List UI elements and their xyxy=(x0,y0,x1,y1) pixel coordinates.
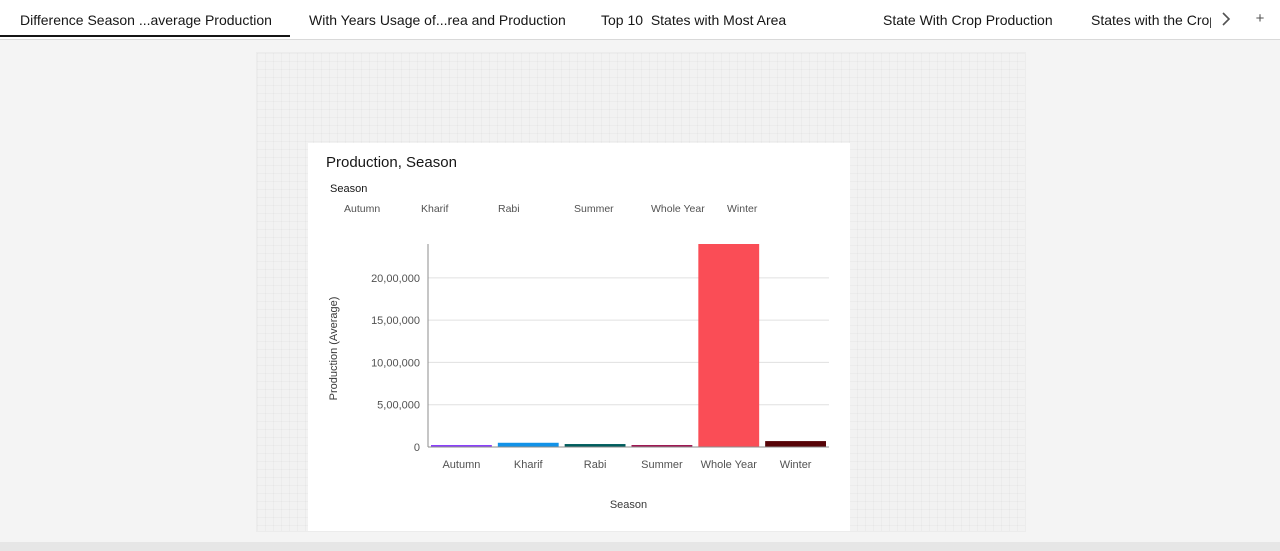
y-tick-label: 5,00,000 xyxy=(377,400,420,412)
tab-difference-season[interactable]: Difference Season ...average Production xyxy=(0,0,290,39)
bottom-bar xyxy=(0,542,1280,551)
x-tick-label: Rabi xyxy=(584,459,607,471)
legend-item-rabi[interactable]: Rabi xyxy=(498,203,520,215)
x-tick-label: Kharif xyxy=(514,459,544,471)
y-tick-label: 15,00,000 xyxy=(371,315,420,327)
bar[interactable] xyxy=(497,442,559,447)
chevron-right-icon xyxy=(1222,12,1231,26)
legend-item-kharif[interactable]: Kharif xyxy=(421,203,449,215)
tab-states-with-crop[interactable]: States with the Crop xyxy=(1091,12,1211,28)
y-tick-label: 10,00,000 xyxy=(371,357,420,369)
bar-chart: 0 5,00,000 10,00,000 15,00,000 20,00,000 Autu… xyxy=(328,244,829,511)
legend-item-summer[interactable]: Summer xyxy=(574,203,614,215)
tab-years-usage[interactable]: With Years Usage of...rea and Production xyxy=(309,12,566,28)
legend-title: Season xyxy=(330,183,368,195)
plus-icon: + xyxy=(1255,10,1265,27)
legend-item-whole-year[interactable]: Whole Year xyxy=(651,203,705,215)
bar[interactable] xyxy=(698,244,760,447)
widget-title: Production, Season xyxy=(326,154,457,171)
bar[interactable] xyxy=(431,445,492,447)
x-tick-label: Winter xyxy=(780,459,812,471)
x-axis-label: Season xyxy=(610,499,647,511)
tab-top-10-states[interactable]: Top 10 States with Most Area xyxy=(601,12,787,28)
x-tick-label: Autumn xyxy=(442,459,480,471)
x-tick-label: Whole Year xyxy=(701,459,758,471)
legend-item-winter[interactable]: Winter xyxy=(727,203,758,215)
tab-scroll-right-button[interactable] xyxy=(1216,0,1236,39)
tab-bar: Difference Season ...average Production … xyxy=(0,0,1280,40)
x-tick-label: Summer xyxy=(641,459,683,471)
y-tick-label: 20,00,000 xyxy=(371,273,420,285)
tab-state-crop-production[interactable]: State With Crop Production xyxy=(883,12,1053,28)
bar[interactable] xyxy=(765,441,826,447)
y-tick-label: 0 xyxy=(414,442,420,454)
legend-item-autumn[interactable]: Autumn xyxy=(344,203,381,215)
bar[interactable] xyxy=(631,445,693,447)
bar[interactable] xyxy=(564,444,626,447)
chart-widget[interactable]: Production, Season Season Autumn Kharif … xyxy=(308,143,850,531)
y-axis-label: Production (Average) xyxy=(328,297,340,401)
add-tab-button[interactable]: + xyxy=(1250,0,1270,39)
